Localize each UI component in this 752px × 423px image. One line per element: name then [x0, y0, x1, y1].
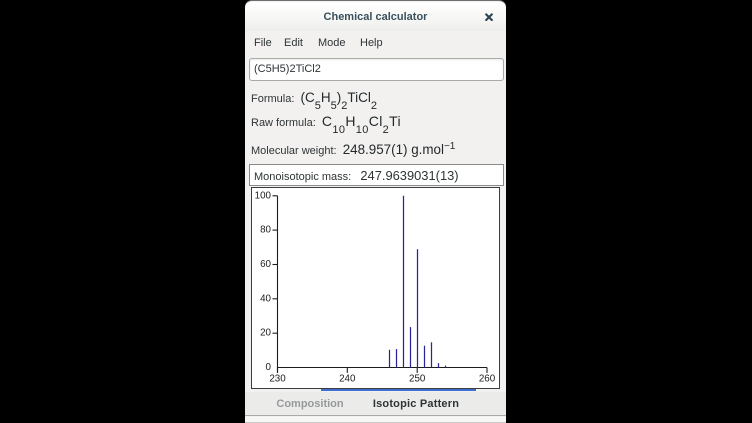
- svg-text:0: 0: [266, 362, 272, 373]
- svg-text:250: 250: [409, 374, 426, 385]
- svg-text:20: 20: [260, 328, 271, 339]
- svg-text:240: 240: [339, 374, 356, 385]
- svg-text:80: 80: [260, 225, 271, 236]
- svg-text:60: 60: [260, 259, 271, 270]
- svg-text:230: 230: [269, 374, 286, 385]
- svg-text:100: 100: [255, 191, 272, 202]
- svg-text:40: 40: [260, 294, 271, 305]
- svg-text:260: 260: [479, 374, 496, 385]
